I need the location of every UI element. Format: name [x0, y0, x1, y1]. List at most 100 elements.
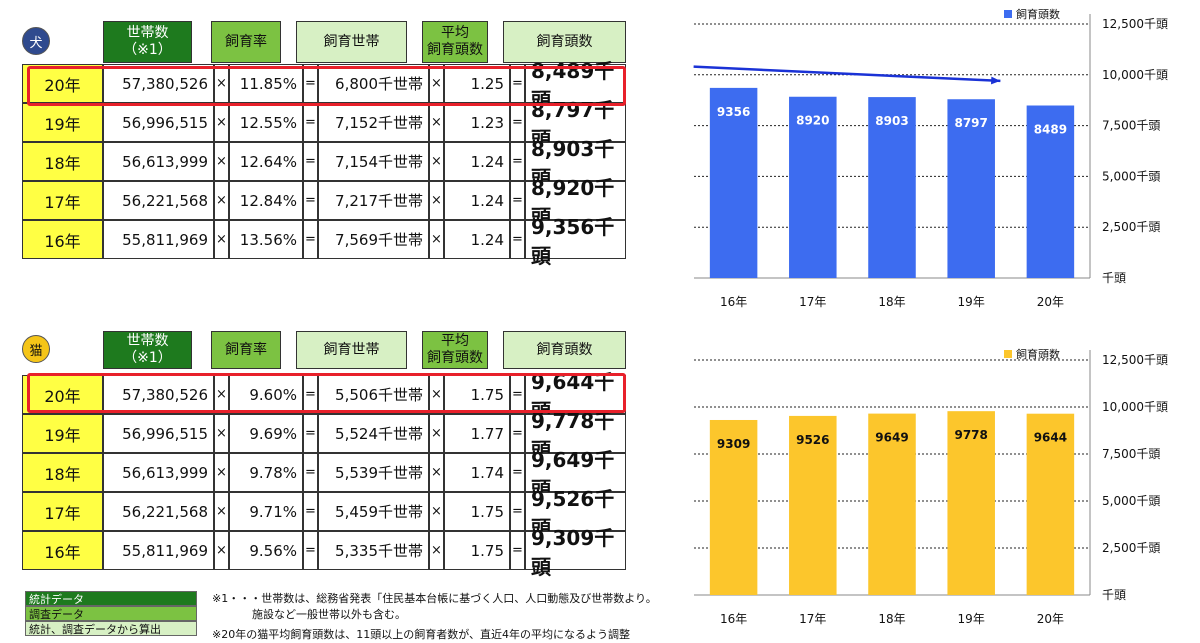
households-cell: 55,811,969: [103, 220, 214, 259]
equals-operator: =: [510, 64, 525, 103]
y-tick-label: 千頭: [1102, 271, 1126, 285]
header-avg: 平均 飼育頭数: [422, 331, 488, 369]
equals-operator: =: [303, 181, 318, 220]
avg-cell: 1.77: [444, 414, 510, 453]
owners-cell: 5,335千世帯: [318, 531, 429, 570]
legend-swatch: [1004, 350, 1012, 358]
avg-cell: 1.25: [444, 64, 510, 103]
times-operator: ×: [214, 103, 229, 142]
y-tick-label: 千頭: [1102, 588, 1126, 602]
legend-calc-data: 統計、調査データから算出: [25, 621, 197, 636]
header-households: 世帯数 （※1）: [103, 331, 192, 369]
x-tick-label: 16年: [720, 612, 747, 626]
times-operator: ×: [214, 492, 229, 531]
year-cell: 18年: [22, 453, 103, 492]
table-row: 18年 56,613,999 × 9.78% = 5,539千世帯 × 1.74 = 9,649千…: [22, 448, 626, 501]
avg-cell: 1.75: [444, 492, 510, 531]
data-label: 9309: [717, 437, 750, 451]
note-cat-average-adjustment: ※20年の猫平均飼育頭数は、11頭以上の飼育者数が、直近4年の平均になるよう調整: [212, 628, 630, 641]
header-total: 飼育頭数: [503, 21, 626, 63]
x-tick-label: 19年: [958, 612, 985, 626]
bar: [789, 415, 837, 595]
equals-operator: =: [510, 375, 525, 414]
dog-badge: 犬: [22, 27, 50, 55]
rate-cell: 9.60%: [229, 375, 303, 414]
x-tick-label: 17年: [799, 295, 826, 309]
avg-cell: 1.75: [444, 375, 510, 414]
equals-operator: =: [303, 414, 318, 453]
legend-label: 飼育頭数: [1016, 7, 1060, 21]
trend-arrow: [693, 65, 1001, 83]
table-row: 16年 55,811,969 × 13.56% = 7,569千世帯 × 1.24 = 9,356…: [22, 215, 626, 268]
owners-cell: 7,569千世帯: [318, 220, 429, 259]
equals-operator: =: [510, 142, 525, 181]
times-operator: ×: [429, 103, 444, 142]
households-cell: 56,221,568: [103, 181, 214, 220]
owners-cell: 7,152千世帯: [318, 103, 429, 142]
owners-cell: 5,524千世帯: [318, 414, 429, 453]
times-operator: ×: [214, 414, 229, 453]
cat-bar-chart: 千頭 2,500千頭 5,000千頭 7,500千頭 10,000千頭 12,500千頭 9…: [694, 347, 1168, 626]
header-rate: 飼育率: [211, 331, 281, 369]
total-cell: 8,797千頭: [525, 98, 626, 151]
rate-cell: 12.84%: [229, 181, 303, 220]
cat-badge: 猫: [22, 335, 50, 363]
table-row: 20年 57,380,526 × 9.60% = 5,506千世帯 × 1.75 = 9,644千…: [22, 370, 626, 423]
y-tick-label: 7,500千頭: [1102, 447, 1160, 461]
total-cell: 9,526千頭: [525, 487, 626, 540]
rate-cell: 13.56%: [229, 220, 303, 259]
times-operator: ×: [214, 142, 229, 181]
total-cell: 8,489千頭: [525, 59, 626, 112]
x-tick-label: 16年: [720, 295, 747, 309]
year-cell: 20年: [22, 64, 103, 103]
data-label: 9526: [796, 433, 829, 447]
times-operator: ×: [429, 375, 444, 414]
x-tick-label: 18年: [878, 612, 905, 626]
table-row: 19年 56,996,515 × 12.55% = 7,152千世帯 × 1.23 = 8,797…: [22, 98, 626, 151]
households-cell: 55,811,969: [103, 531, 214, 570]
times-operator: ×: [429, 220, 444, 259]
year-cell: 19年: [22, 103, 103, 142]
legend-swatch: [1004, 10, 1012, 18]
times-operator: ×: [429, 531, 444, 570]
avg-cell: 1.24: [444, 220, 510, 259]
equals-operator: =: [510, 414, 525, 453]
year-cell: 17年: [22, 181, 103, 220]
x-tick-label: 18年: [878, 295, 905, 309]
table-row: 17年 56,221,568 × 9.71% = 5,459千世帯 × 1.75 = 9,526千…: [22, 487, 626, 540]
bar: [789, 96, 837, 278]
owners-cell: 5,506千世帯: [318, 375, 429, 414]
bar: [1026, 105, 1075, 279]
equals-operator: =: [303, 220, 318, 259]
y-tick-label: 2,500千頭: [1102, 541, 1160, 555]
times-operator: ×: [214, 531, 229, 570]
avg-cell: 1.75: [444, 531, 510, 570]
households-cell: 57,380,526: [103, 375, 214, 414]
owners-cell: 5,539千世帯: [318, 453, 429, 492]
bar: [947, 99, 995, 278]
data-label: 8920: [796, 114, 829, 128]
total-cell: 9,309千頭: [525, 526, 626, 579]
times-operator: ×: [214, 181, 229, 220]
owners-cell: 6,800千世帯: [318, 64, 429, 103]
times-operator: ×: [214, 453, 229, 492]
times-operator: ×: [214, 64, 229, 103]
year-cell: 16年: [22, 220, 103, 259]
header-rate: 飼育率: [211, 21, 281, 63]
times-operator: ×: [214, 375, 229, 414]
data-label: 9649: [875, 431, 908, 445]
y-tick-label: 10,000千頭: [1102, 400, 1168, 414]
equals-operator: =: [303, 453, 318, 492]
equals-operator: =: [303, 142, 318, 181]
data-label: 8903: [875, 114, 908, 128]
equals-operator: =: [510, 453, 525, 492]
avg-cell: 1.74: [444, 453, 510, 492]
equals-operator: =: [303, 531, 318, 570]
households-cell: 56,221,568: [103, 492, 214, 531]
equals-operator: =: [510, 492, 525, 531]
times-operator: ×: [429, 453, 444, 492]
times-operator: ×: [214, 220, 229, 259]
y-tick-label: 5,000千頭: [1102, 494, 1160, 508]
times-operator: ×: [429, 64, 444, 103]
bar: [868, 97, 916, 279]
